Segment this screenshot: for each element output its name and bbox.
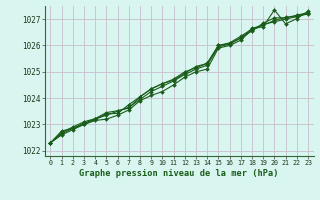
X-axis label: Graphe pression niveau de la mer (hPa): Graphe pression niveau de la mer (hPa) xyxy=(79,169,279,178)
